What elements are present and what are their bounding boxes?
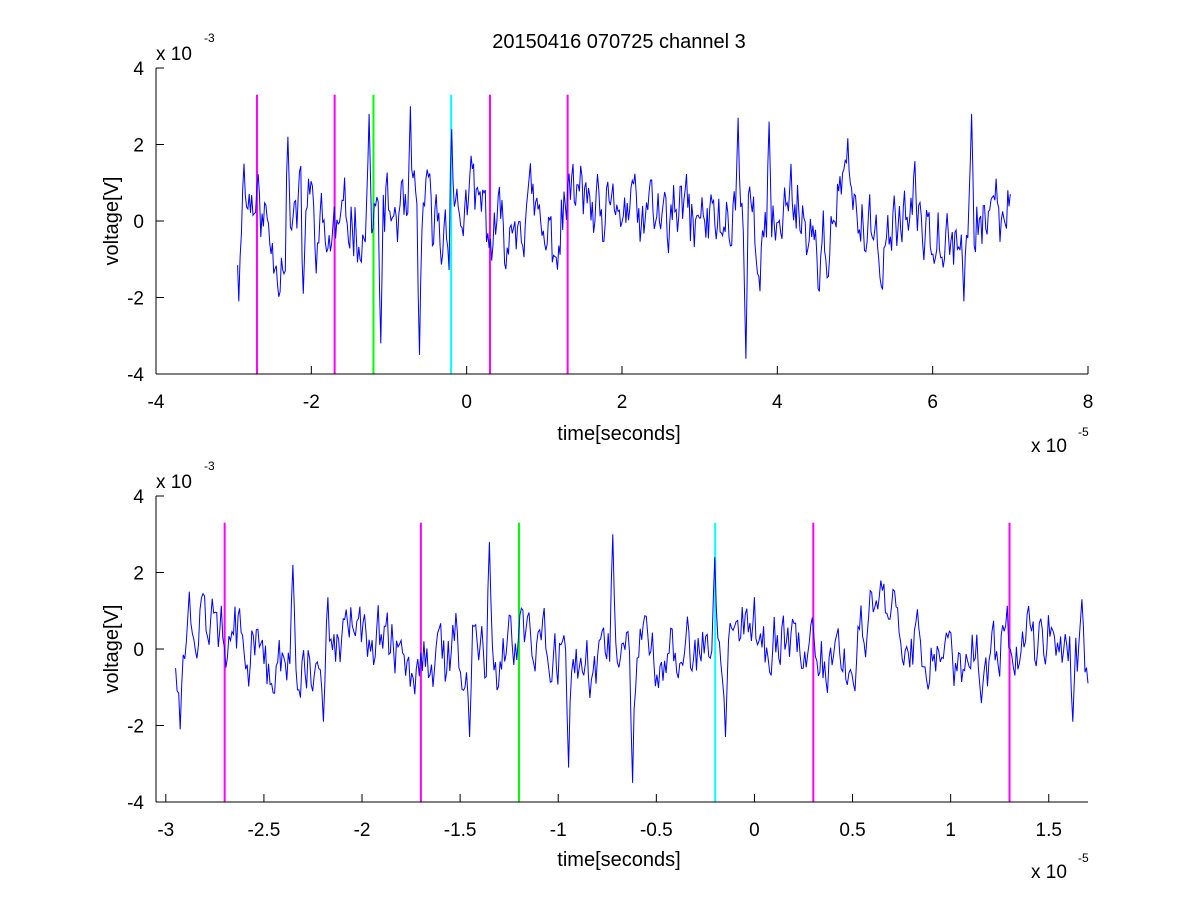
x-tick-label: -1.5 — [444, 820, 477, 841]
x-exponent-label: x 10 -5 — [1031, 851, 1089, 883]
y-exponent-label: x 10 -3 — [156, 459, 215, 493]
x-exponent-label: x 10 -5 — [1031, 425, 1089, 457]
figure-title: 20150416 070725 channel 3 — [492, 31, 746, 53]
x-tick-label: 0.5 — [839, 820, 865, 841]
signal-trace — [237, 106, 1011, 359]
x-tick-label: 1 — [945, 820, 956, 841]
x-tick-label: 2 — [617, 392, 628, 413]
y-tick-label: -2 — [127, 717, 144, 738]
x-tick-label: -1 — [550, 820, 567, 841]
svg-text:x 10: x 10 — [1031, 862, 1067, 883]
y-tick-label: 2 — [133, 564, 144, 585]
x-tick-label: 6 — [927, 392, 938, 413]
signal-trace — [175, 534, 1089, 783]
y-tick-label: 2 — [133, 136, 144, 157]
subplot-1: -4 -2 0 2 4 6 8 -4 -2 0 2 4 time[seconds] voltage[V… — [101, 31, 1093, 457]
y-exponent-label: x 10 -3 — [156, 31, 215, 65]
y-axis-label: voltage[V] — [101, 605, 123, 694]
svg-text:x 10: x 10 — [156, 44, 192, 65]
x-tick-label: 1.5 — [1036, 820, 1062, 841]
svg-text:-3: -3 — [204, 31, 215, 45]
svg-text:-5: -5 — [1078, 851, 1089, 865]
x-tick-label: -4 — [148, 392, 165, 413]
svg-text:x 10: x 10 — [1031, 436, 1067, 457]
x-tick-label: 4 — [772, 392, 783, 413]
y-tick-label: -4 — [127, 793, 144, 814]
plot-area — [156, 496, 1088, 802]
axes: -4 -2 0 2 4 6 8 -4 -2 0 2 4 — [127, 59, 1093, 413]
x-axis-label: time[seconds] — [557, 849, 680, 871]
x-tick-label: -2 — [303, 392, 320, 413]
x-tick-label: -3 — [157, 820, 174, 841]
subplot-2: -3 -2.5 -2 -1.5 -1 -0.5 0 0.5 1 1.5 -4 -2 0 2 4 time[s… — [101, 459, 1089, 883]
x-tick-label: 8 — [1083, 392, 1094, 413]
x-tick-label: -2.5 — [248, 820, 281, 841]
x-tick-label: 0 — [749, 820, 760, 841]
event-markers — [255, 94, 569, 374]
x-tick-label: 0 — [461, 392, 472, 413]
svg-text:x 10: x 10 — [156, 472, 192, 493]
y-tick-label: 4 — [133, 59, 144, 80]
y-tick-label: 0 — [133, 212, 144, 233]
y-tick-label: 4 — [133, 487, 144, 508]
y-tick-label: 0 — [133, 640, 144, 661]
y-tick-label: -4 — [127, 365, 144, 386]
y-tick-label: -2 — [127, 289, 144, 310]
svg-text:-5: -5 — [1078, 425, 1089, 439]
x-axis-label: time[seconds] — [557, 423, 680, 445]
x-tick-label: -0.5 — [640, 820, 673, 841]
y-axis-label: voltage[V] — [101, 177, 123, 266]
svg-text:-3: -3 — [204, 459, 215, 473]
axes: -3 -2.5 -2 -1.5 -1 -0.5 0 0.5 1 1.5 -4 -2 0 2 4 — [127, 487, 1088, 841]
x-tick-label: -2 — [354, 820, 371, 841]
